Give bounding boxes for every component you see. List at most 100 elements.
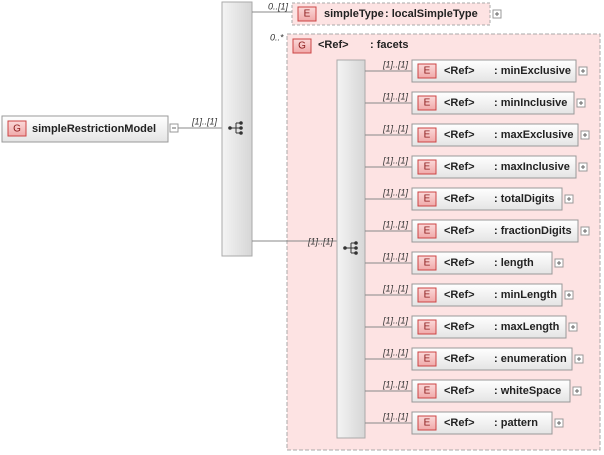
element-name: : maxExclusive <box>494 129 574 141</box>
element-box[interactable] <box>411 219 579 243</box>
expand-button[interactable] <box>576 98 586 108</box>
element-ref: <Ref> <box>444 385 475 397</box>
badge <box>417 319 437 335</box>
element-name: : minLength <box>494 289 557 301</box>
badge <box>417 351 437 367</box>
expand-button[interactable] <box>492 9 502 19</box>
expand-button[interactable] <box>568 322 578 332</box>
badge <box>417 127 437 143</box>
cardinality: [1]..[1] <box>382 283 409 293</box>
badge-label: E <box>424 418 431 429</box>
sequence-bar <box>221 1 253 257</box>
element-ref: <Ref> <box>444 225 475 237</box>
element-ref: <Ref> <box>444 289 475 301</box>
element-box[interactable] <box>291 2 491 26</box>
group-ref: <Ref> <box>318 39 349 51</box>
badge-label: E <box>424 386 431 397</box>
cardinality: [1]..[1] <box>307 236 334 246</box>
element-box[interactable] <box>411 251 553 275</box>
element-ref: <Ref> <box>444 321 475 333</box>
expand-button[interactable] <box>578 162 588 172</box>
badge <box>417 63 437 79</box>
cardinality: [1]..[1] <box>382 91 409 101</box>
cardinality: [1]..[1] <box>382 315 409 325</box>
element-box[interactable] <box>411 283 563 307</box>
badge-label: E <box>424 66 431 77</box>
expand-button[interactable] <box>578 66 588 76</box>
badge-label: G <box>298 41 306 52</box>
element-box[interactable] <box>411 315 567 339</box>
cardinality: 0..[1] <box>268 1 289 11</box>
element-ref: <Ref> <box>444 161 475 173</box>
badge <box>417 383 437 399</box>
expand-button[interactable] <box>564 290 574 300</box>
cardinality: [1]..[1] <box>382 379 409 389</box>
cardinality: [1]..[1] <box>191 116 218 126</box>
icon-dot <box>239 126 243 130</box>
badge-label: E <box>424 258 431 269</box>
badge <box>417 415 437 431</box>
element-ref: <Ref> <box>444 193 475 205</box>
expand-button[interactable] <box>580 226 590 236</box>
badge <box>292 38 312 54</box>
element-box[interactable] <box>411 347 573 371</box>
icon-dot <box>354 251 358 255</box>
element-name: : maxInclusive <box>494 161 570 173</box>
root-box[interactable] <box>1 115 169 143</box>
badge-label: E <box>424 226 431 237</box>
badge-label: E <box>304 9 311 20</box>
icon-dot <box>354 241 358 245</box>
badge <box>7 120 27 137</box>
element-name: : fractionDigits <box>494 225 572 237</box>
badge-label: E <box>424 354 431 365</box>
badge-label: G <box>13 124 21 135</box>
element-box[interactable] <box>411 379 571 403</box>
cardinality: [1]..[1] <box>382 219 409 229</box>
expand-button[interactable] <box>554 258 564 268</box>
element-ref: <Ref> <box>444 417 475 429</box>
element-box[interactable] <box>411 187 563 211</box>
sequence-icon <box>228 121 243 135</box>
element-name: : whiteSpace <box>494 385 561 397</box>
cardinality: 0..* <box>270 32 284 42</box>
icon-dot <box>239 131 243 135</box>
group-name: : facets <box>370 39 409 51</box>
cardinality: [1]..[1] <box>382 59 409 69</box>
expand-button[interactable] <box>580 130 590 140</box>
expand-button[interactable] <box>564 194 574 204</box>
badge <box>417 191 437 207</box>
element-name: : maxLength <box>494 321 560 333</box>
root-name: simpleRestrictionModel <box>32 123 156 135</box>
element-name: : minInclusive <box>494 97 567 109</box>
cardinality: [1]..[1] <box>382 411 409 421</box>
element-name: simpleType <box>324 8 384 20</box>
badge-label: E <box>424 290 431 301</box>
badge <box>417 95 437 111</box>
badge <box>417 287 437 303</box>
badge-label: E <box>424 130 431 141</box>
element-box[interactable] <box>411 155 577 179</box>
badge-label: E <box>424 322 431 333</box>
element-ref: <Ref> <box>444 129 475 141</box>
element-ref: <Ref> <box>444 97 475 109</box>
element-ref: <Ref> <box>444 353 475 365</box>
expand-button[interactable] <box>572 386 582 396</box>
expand-button[interactable] <box>574 354 584 364</box>
element-name: : length <box>494 257 534 269</box>
cardinality: [1]..[1] <box>382 187 409 197</box>
badge-label: E <box>424 98 431 109</box>
cardinality: [1]..[1] <box>382 251 409 261</box>
badge <box>417 255 437 271</box>
sequence-icon <box>343 241 358 255</box>
element-box[interactable] <box>411 91 575 115</box>
element-ref: <Ref> <box>444 257 475 269</box>
element-box[interactable] <box>411 123 579 147</box>
badge <box>417 223 437 239</box>
expand-button[interactable] <box>554 418 564 428</box>
cardinality: [1]..[1] <box>382 347 409 357</box>
element-box[interactable] <box>411 59 577 83</box>
element-name: : pattern <box>494 417 538 429</box>
element-box[interactable] <box>411 411 553 435</box>
element-type: : localSimpleType <box>385 8 478 20</box>
